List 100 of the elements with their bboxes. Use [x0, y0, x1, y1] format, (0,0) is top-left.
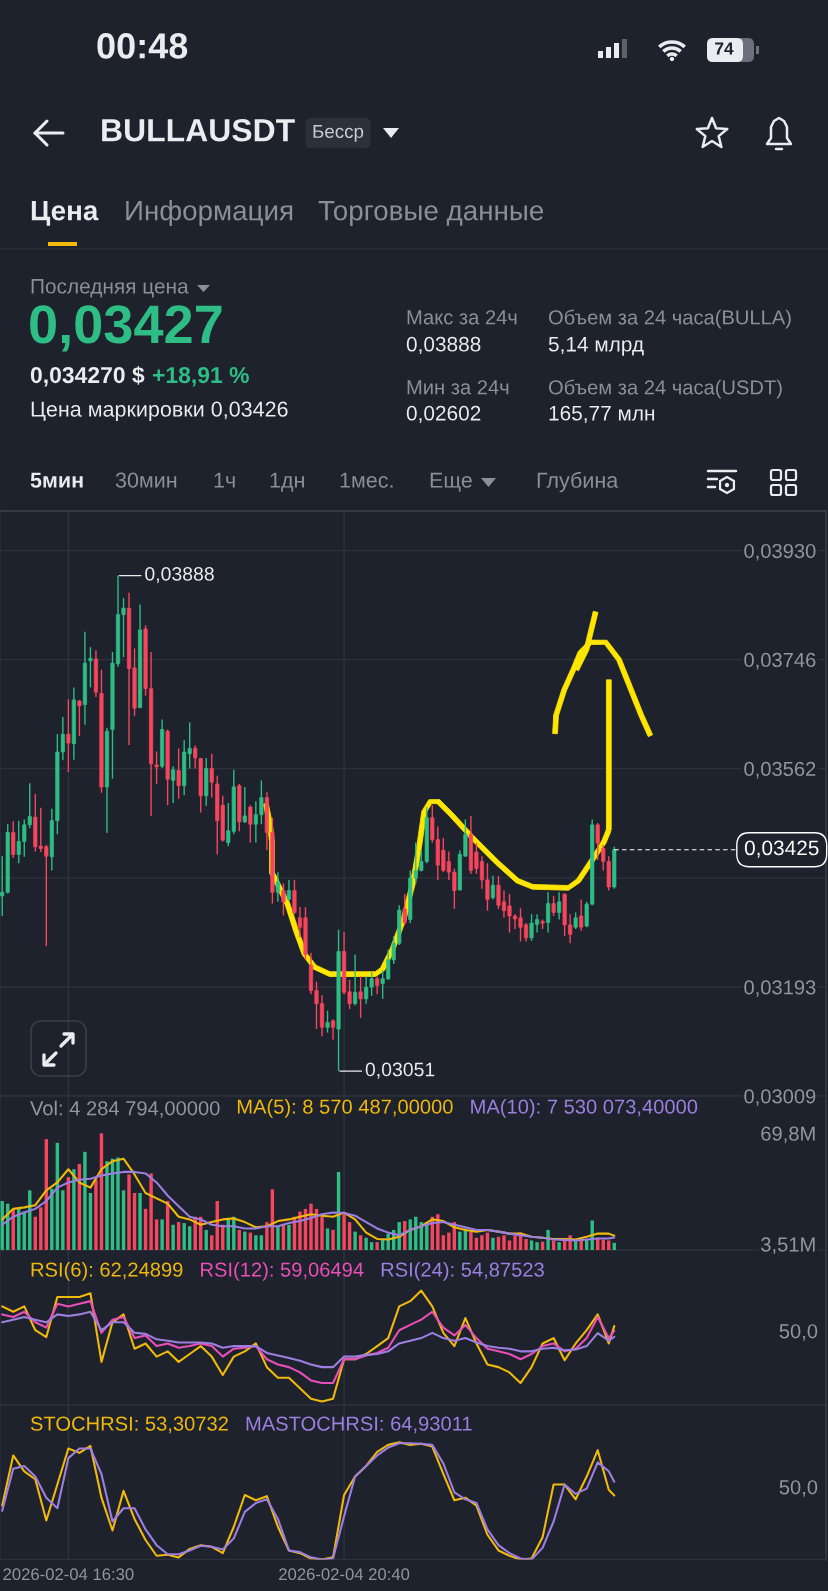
text: Мин за 24ч [407, 380, 509, 395]
candlestick [176, 747, 181, 800]
annotation: 50,0 [779, 1480, 818, 1497]
candlestick [77, 699, 82, 737]
bar [331, 1229, 335, 1250]
bar [182, 1223, 186, 1250]
text: 30мин [115, 472, 177, 488]
line-series [1, 1170, 616, 1242]
bar [0, 1201, 4, 1250]
bar [458, 1231, 462, 1250]
candlestick [292, 879, 297, 915]
series-label: MASTOCHRSI: 64,93011 [246, 1416, 472, 1434]
series-label: RSI(6): 62,24899 [31, 1262, 183, 1281]
bar [557, 1242, 561, 1250]
candlestick [402, 893, 407, 926]
bar [171, 1224, 175, 1250]
bar [502, 1235, 506, 1250]
candlestick [595, 822, 600, 861]
candlestick [88, 646, 93, 689]
candlestick [248, 804, 253, 844]
line-series [1, 1157, 616, 1241]
bar [535, 1242, 539, 1250]
text: Глубина [537, 471, 619, 493]
candlestick [286, 879, 291, 902]
text: Цена маркировки 0,03426 [31, 401, 288, 422]
bar [469, 1231, 473, 1250]
candlestick [281, 882, 286, 917]
bar [254, 1235, 258, 1250]
text: +18,91 % [152, 366, 249, 387]
text: 0,03888 [406, 336, 481, 355]
bar [441, 1235, 446, 1250]
bar [94, 1179, 98, 1250]
candlestick [551, 895, 556, 917]
y-tick-label: 0,03930 [744, 543, 816, 561]
bar [265, 1222, 269, 1250]
y-tick-label: 0,03746 [744, 652, 816, 670]
text: Цена [31, 201, 99, 226]
bar [210, 1235, 214, 1250]
x-tick-label: 2026-02-04 20:40 [279, 1568, 410, 1581]
text: Еще [430, 472, 472, 492]
bar [507, 1240, 512, 1250]
bar [105, 1161, 109, 1250]
bar [116, 1157, 120, 1250]
candlestick [325, 1010, 330, 1034]
text: 5мин [30, 472, 83, 488]
text: MA(10): 7 530 073,40000 [471, 1099, 698, 1118]
bar [243, 1231, 247, 1250]
candlestick [154, 750, 159, 785]
bar [259, 1235, 264, 1250]
candlestick [242, 786, 247, 824]
bar [309, 1203, 313, 1250]
bar [72, 1169, 76, 1250]
text: Торговые данные [318, 201, 544, 226]
y-tick-label: 0,03009 [744, 1089, 816, 1106]
text: 74 [715, 42, 734, 55]
y-tick-label: 0,03193 [744, 980, 816, 997]
bar [447, 1232, 451, 1250]
bar [480, 1235, 484, 1250]
candlestick [546, 891, 551, 934]
candlestick [490, 875, 496, 901]
text: Бесср [313, 124, 364, 142]
text: Макс за 24ч [407, 310, 517, 325]
bar [83, 1151, 87, 1250]
candlestick [66, 698, 71, 773]
bar [39, 1207, 43, 1250]
bar [287, 1224, 291, 1250]
candlestick [358, 975, 363, 1019]
x-tick-label: 2026-02-04 16:30 [3, 1568, 134, 1581]
annotation: 50,0 [779, 1324, 818, 1341]
bar [524, 1238, 528, 1250]
text: Объем за 24 часа(BULLA) [548, 309, 791, 329]
bar [491, 1237, 495, 1250]
text: 165,77 млн [549, 405, 655, 424]
bar [50, 1188, 54, 1250]
bar [61, 1190, 65, 1250]
y-tick-label: 0,03562 [744, 761, 816, 779]
ref-line-label: 0,03425 [744, 840, 819, 858]
text: 1мес. [340, 472, 393, 488]
bar [149, 1173, 153, 1250]
annotation: 0,03888 [145, 566, 214, 584]
text: BULLAUSDT [102, 118, 295, 142]
candlestick [209, 753, 214, 799]
candlestick [275, 871, 280, 903]
bar [342, 1214, 346, 1250]
bar [320, 1216, 324, 1250]
text: 0,02602 [406, 405, 481, 424]
candlestick [11, 820, 16, 859]
text: 1ч [214, 472, 235, 488]
text: RSI(12): 59,06494 [201, 1262, 364, 1281]
bar [364, 1237, 368, 1250]
bar [607, 1240, 611, 1250]
text: 5,14 млрд [548, 337, 644, 356]
bar [160, 1219, 164, 1250]
bar [353, 1231, 357, 1250]
bar [513, 1235, 517, 1250]
annotation: 0,03051 [365, 1062, 435, 1079]
candlestick [353, 953, 358, 1007]
text: 0,034270 $ [30, 365, 145, 387]
text: 1дн [270, 472, 304, 492]
y-tick-label: 3,51M [761, 1237, 815, 1255]
